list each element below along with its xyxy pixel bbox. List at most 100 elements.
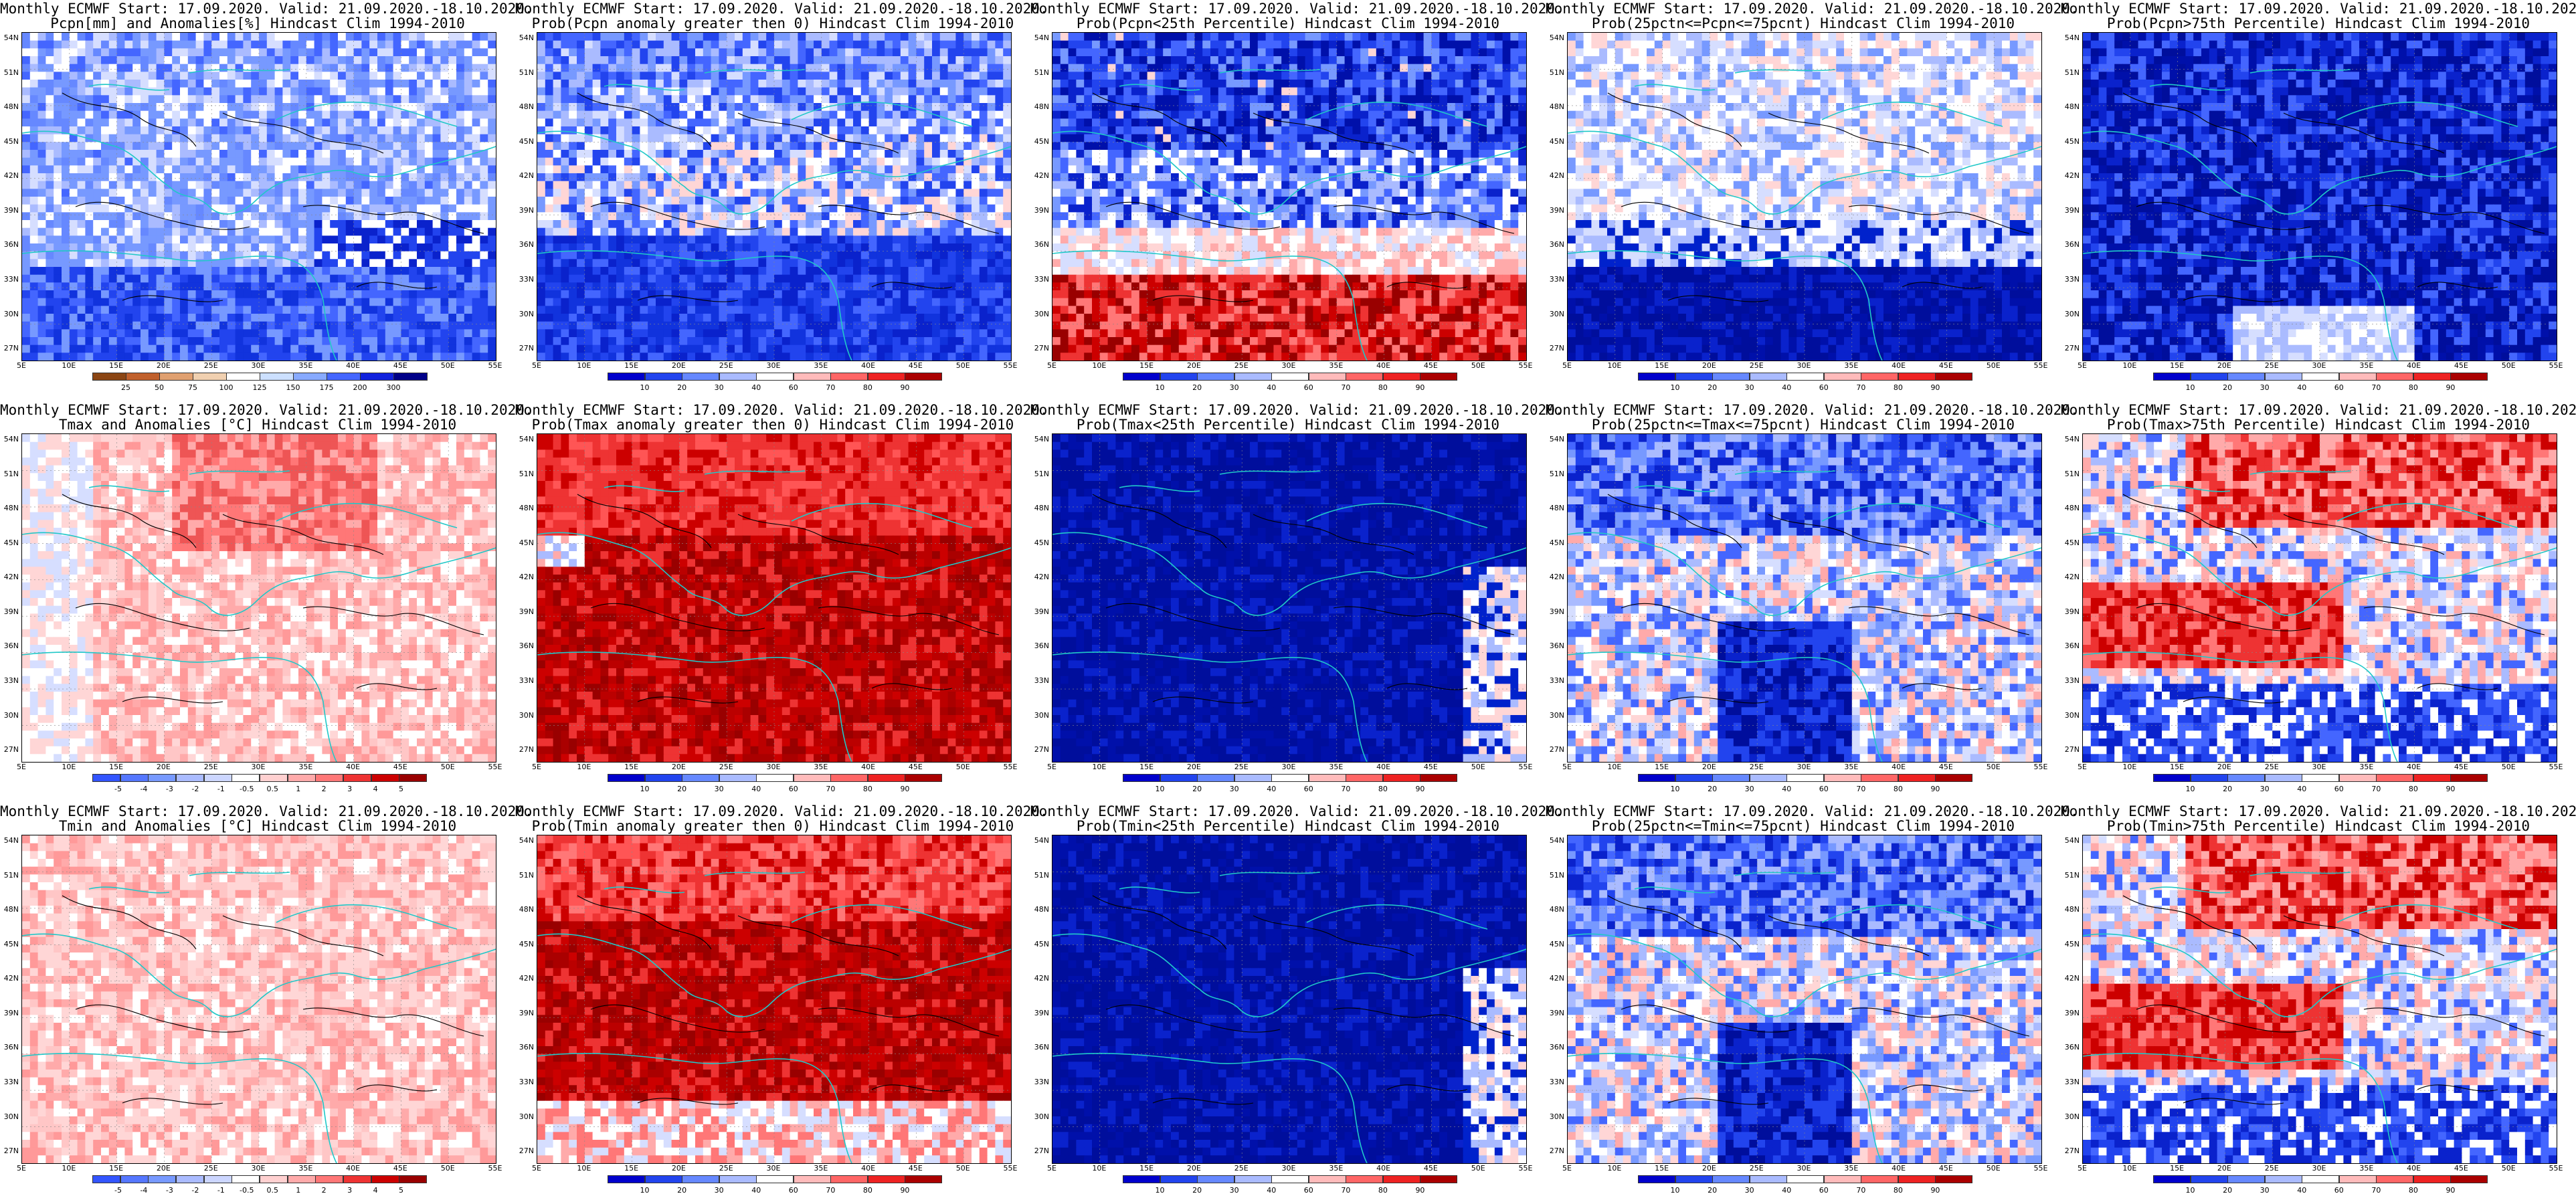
longitude-label: 30E [2312, 763, 2326, 771]
coastline [2083, 69, 2557, 361]
latitude-label: 51N [519, 871, 534, 880]
colorbar-segment [1382, 373, 1420, 381]
longitude-label: 55E [2549, 1164, 2563, 1173]
colorbar-segment [120, 1175, 149, 1183]
colorbar [2153, 373, 2488, 382]
colorbar-segment [1420, 373, 1458, 381]
colorbar-segment [260, 774, 288, 782]
colorbar-segment [1382, 1175, 1420, 1183]
longitude-label: 40E [1892, 1164, 1906, 1173]
latitude-label: 33N [2065, 275, 2080, 284]
map-field [1052, 434, 1526, 762]
longitude-label: 40E [2407, 763, 2421, 771]
longitude-label: 10E [577, 361, 591, 370]
colorbar-tick-label: 40 [1782, 1186, 1791, 1195]
longitude-label: 30E [767, 361, 781, 370]
panel-title-line1: Monthly ECMWF Start: 17.09.2020. Valid: … [2061, 804, 2576, 819]
latitude-label: 30N [1034, 310, 1049, 318]
latitude-label: 42N [519, 171, 534, 180]
colorbar-tick-label: 10 [2186, 785, 2195, 793]
panel-title: Monthly ECMWF Start: 17.09.2020. Valid: … [515, 1, 1048, 31]
latitude-label: 33N [1550, 676, 1564, 685]
longitude-label: 50E [2502, 361, 2516, 370]
colorbar-segment [176, 1175, 205, 1183]
latitude-label: 45N [519, 538, 534, 547]
latitude-label: 36N [519, 641, 534, 650]
longitude-label: 20E [672, 361, 686, 370]
panel-title-line1: Monthly ECMWF Start: 17.09.2020. Valid: … [1546, 1, 2079, 16]
colorbar-tick-label: 80 [2409, 785, 2418, 793]
colorbar-tick-label: 40 [1782, 785, 1791, 793]
longitude-axis: 5E 10E 15E 20E 25E 30E 35E 40E 45E 50E 55E [532, 1164, 1017, 1173]
contour-lines [1607, 494, 2030, 704]
colorbar-tick-label: 40 [2297, 383, 2306, 392]
longitude-label: 10E [62, 361, 76, 370]
colorbar-tick-label: 70 [1341, 383, 1350, 392]
colorbar-segment [793, 774, 831, 782]
contour-lines [62, 895, 484, 1105]
colorbar-segment [92, 774, 121, 782]
panel-title-line1: Monthly ECMWF Start: 17.09.2020. Valid: … [0, 804, 533, 819]
latitude-label: 54N [519, 33, 534, 42]
longitude-axis: 5E 10E 15E 20E 25E 30E 35E 40E 45E 50E 55E [1562, 1164, 2047, 1173]
colorbar-tick-label: 90 [1415, 785, 1424, 793]
latitude-label: 33N [2065, 676, 2080, 685]
longitude-label: 55E [488, 1164, 502, 1173]
colorbar-segment [2264, 373, 2302, 381]
longitude-label: 5E [532, 361, 541, 370]
colorbar-segment [2450, 373, 2488, 381]
panel-title: Monthly ECMWF Start: 17.09.2020. Valid: … [1030, 403, 1564, 432]
latitude-label: 48N [1034, 905, 1049, 914]
colorbar-tick-label: 60 [2334, 1186, 2344, 1195]
longitude-label: 10E [1607, 361, 1621, 370]
colorbar-tick-label: 30 [1230, 785, 1239, 793]
coastline [22, 470, 496, 762]
latitude-label: 51N [2065, 871, 2080, 880]
latitude-label: 42N [2065, 974, 2080, 983]
longitude-label: 25E [719, 763, 733, 771]
colorbar-tick-label: -2 [191, 1186, 199, 1195]
latitude-label: 48N [2065, 905, 2080, 914]
colorbar-tick-label: 60 [789, 383, 798, 392]
colorbar-segment [343, 1175, 372, 1183]
colorbar-tick-label: 3 [347, 785, 352, 793]
colorbar-segment [905, 1175, 943, 1183]
longitude-label: 5E [532, 1164, 541, 1173]
longitude-label: 55E [488, 361, 502, 370]
colorbar-segment [260, 373, 294, 381]
colorbar-tick-label: 30 [1745, 1186, 1754, 1195]
colorbar-tick-label: 20 [1708, 1186, 1717, 1195]
colorbar-segment [1935, 774, 1973, 782]
colorbar [92, 774, 428, 783]
colorbar-tick-label: 40 [1782, 383, 1791, 392]
longitude-label: 30E [1797, 1164, 1811, 1173]
longitude-label: 15E [1655, 763, 1669, 771]
colorbar-tick-label: 70 [1856, 383, 1865, 392]
latitude-label: 42N [4, 171, 19, 180]
colorbar-tick-label: 200 [353, 383, 367, 392]
colorbar-tick-label: 60 [789, 1186, 798, 1195]
latitude-label: 33N [4, 676, 19, 685]
colorbar-segment [2190, 774, 2228, 782]
coastline [1052, 470, 1526, 762]
longitude-label: 10E [62, 763, 76, 771]
longitude-label: 35E [2359, 361, 2373, 370]
colorbar-segment [719, 373, 757, 381]
map-panel: Monthly ECMWF Start: 17.09.2020. Valid: … [1546, 401, 2079, 803]
map-area [537, 32, 1012, 361]
colorbar-segment [1123, 373, 1161, 381]
colorbar-tick-label: 20 [677, 1186, 686, 1195]
longitude-label: 50E [1471, 1164, 1485, 1173]
colorbar-segment [1935, 1175, 1973, 1183]
colorbar-tick-label: 4 [373, 785, 378, 793]
latitude-label: 39N [4, 607, 19, 616]
latitude-label: 51N [1034, 871, 1049, 880]
colorbar-segment [756, 1175, 794, 1183]
longitude-axis: 5E 10E 15E 20E 25E 30E 35E 40E 45E 50E 55E [17, 361, 502, 371]
colorbar-tick-label: 60 [1819, 1186, 1829, 1195]
latitude-label: 42N [519, 974, 534, 983]
coastline [22, 69, 496, 361]
latitude-label: 42N [1550, 171, 1564, 180]
latitude-label: 54N [2065, 435, 2080, 443]
coastline [1568, 69, 2041, 361]
